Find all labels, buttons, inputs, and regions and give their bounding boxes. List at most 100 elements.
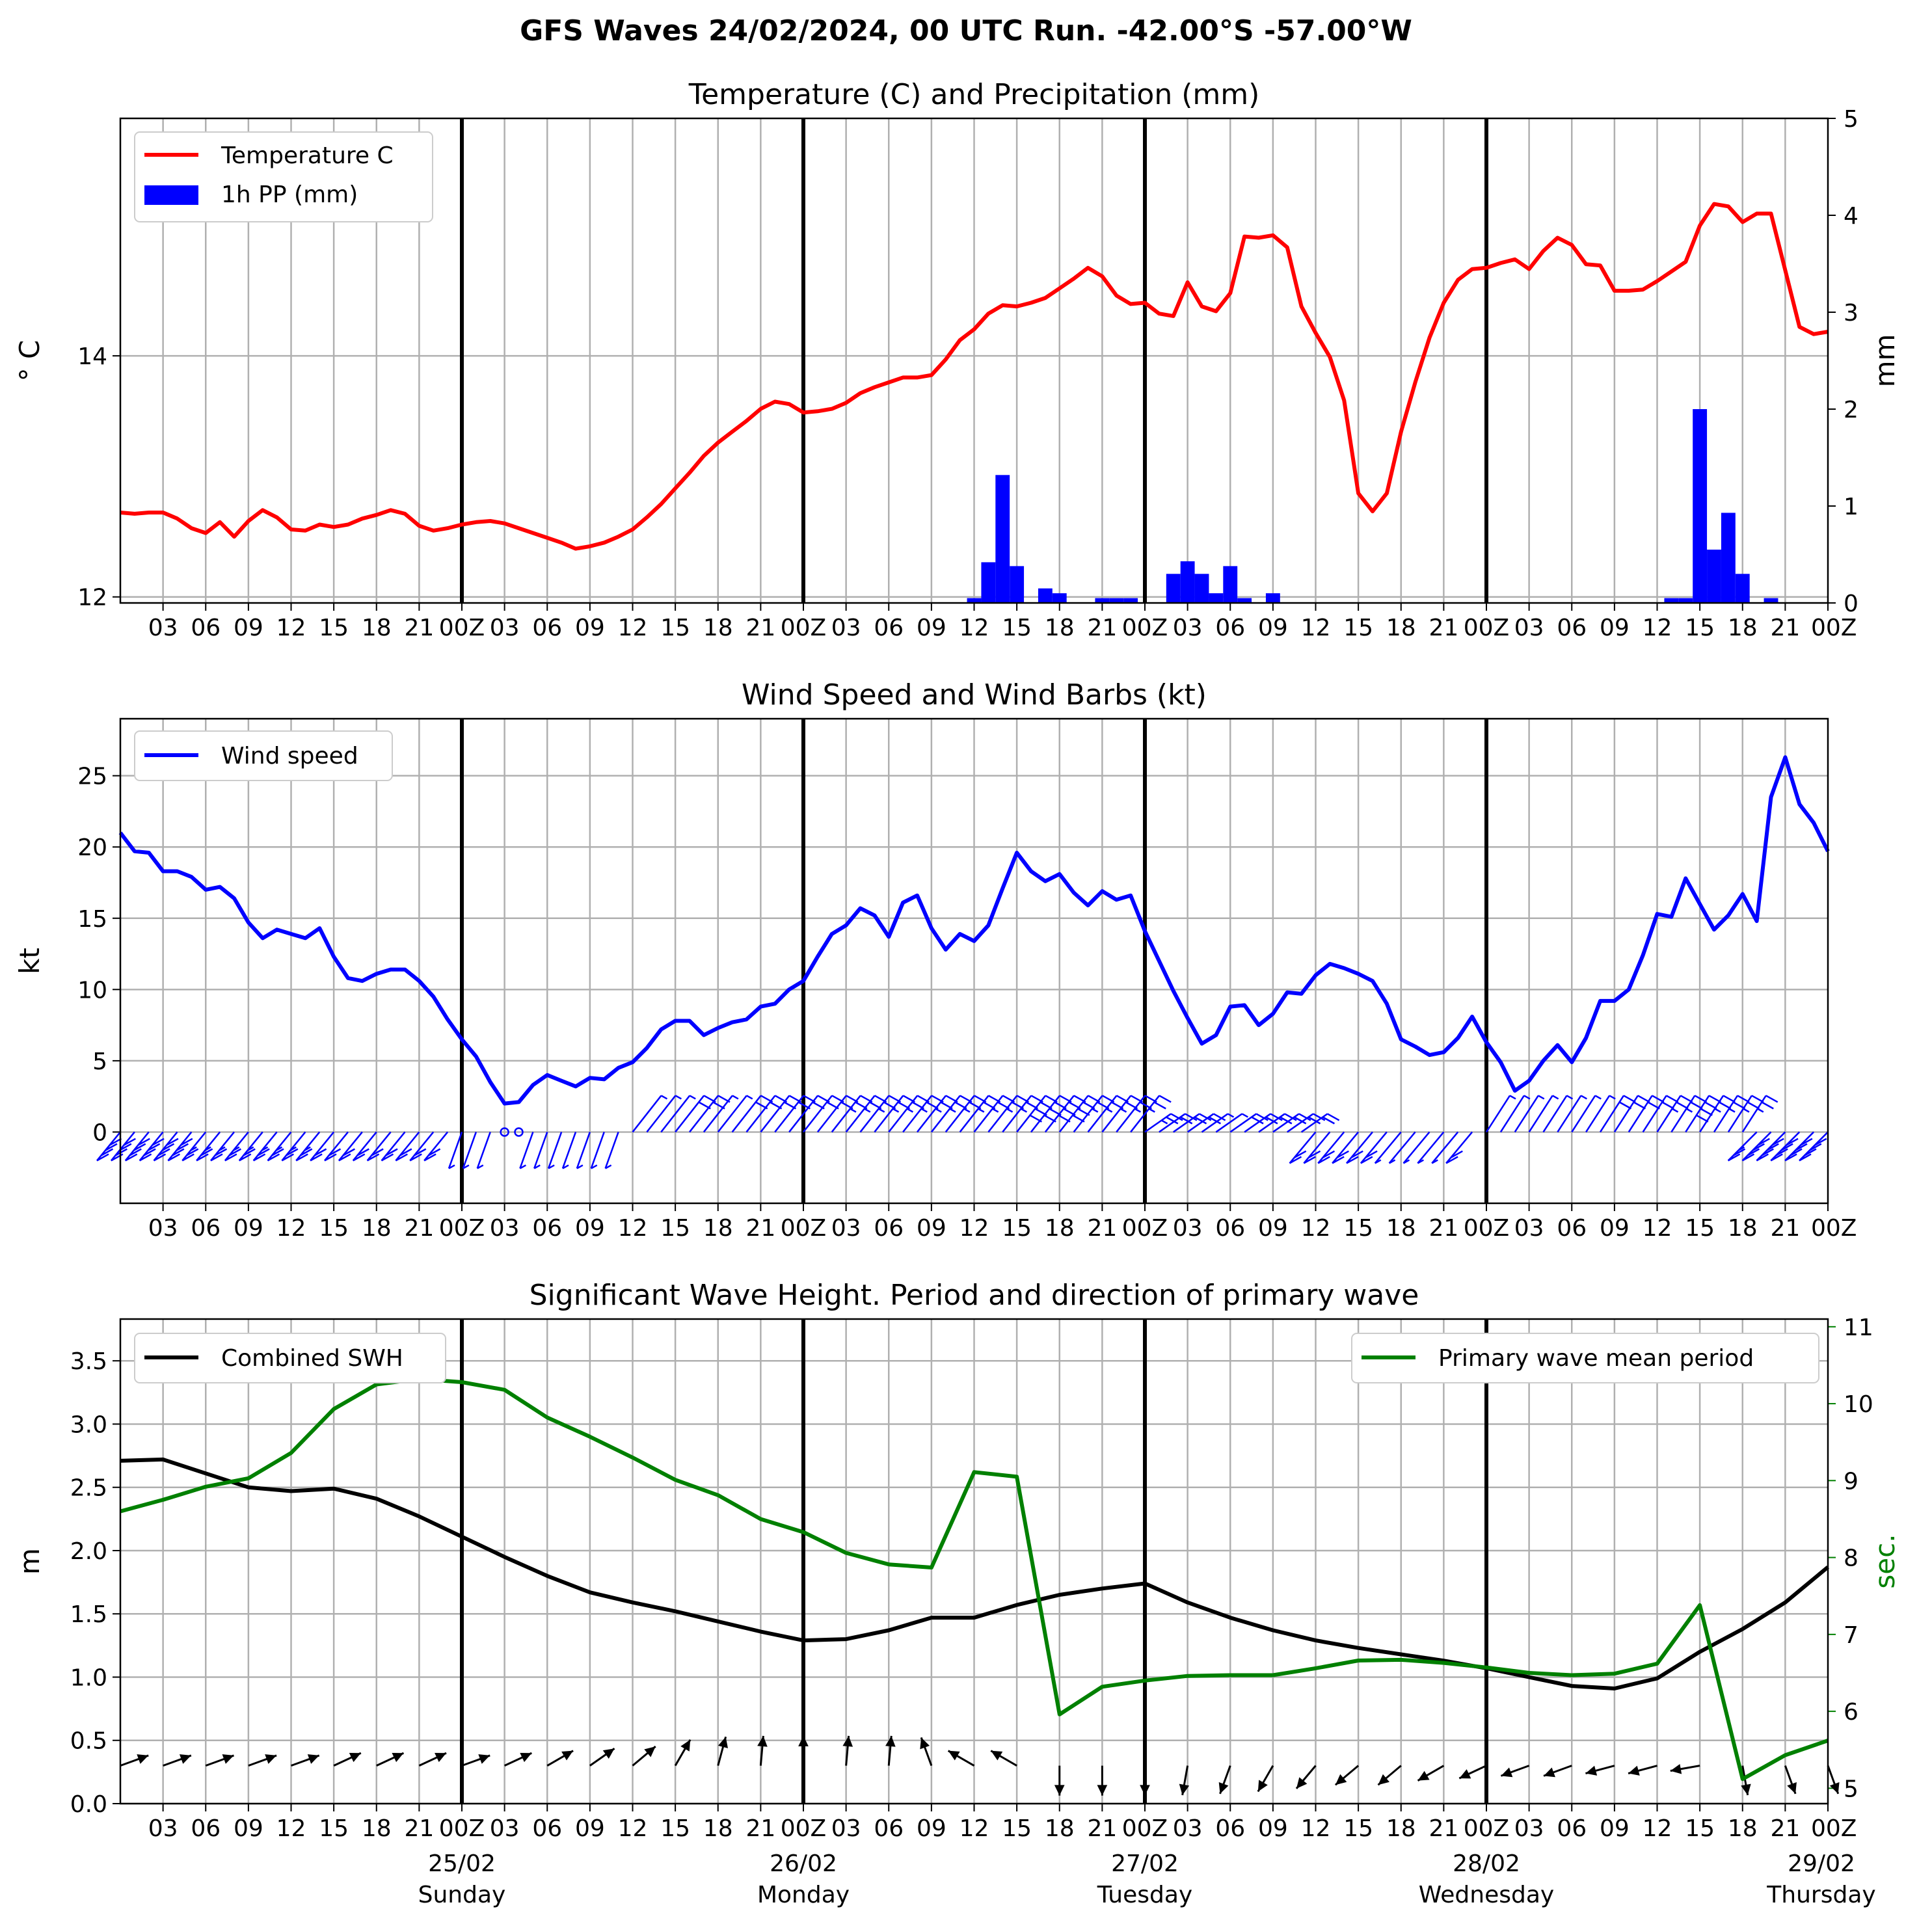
barb-flag: [675, 1095, 682, 1100]
wave-direction-arrow: [1334, 1765, 1360, 1786]
x-tick-label: 06: [1557, 615, 1587, 641]
wave-direction-arrow: [1458, 1765, 1487, 1780]
wind-barb: [632, 1095, 668, 1133]
barb-flag: [935, 1108, 942, 1113]
wind-barb: [1713, 1095, 1750, 1133]
barb-flag: [1652, 1095, 1665, 1103]
barb-flag: [1708, 1095, 1721, 1103]
wind-barb: [381, 1131, 406, 1162]
x-tick-label: 12: [1301, 615, 1331, 641]
barb-flag: [1336, 1150, 1349, 1158]
precip-bar: [967, 598, 982, 603]
wave-direction-arrow: [1377, 1765, 1402, 1786]
arrow-head: [842, 1735, 853, 1747]
y2-tick-label: 0: [1844, 591, 1858, 617]
barb-staff: [1332, 1131, 1360, 1164]
wave-direction-arrow: [947, 1750, 975, 1767]
barb-staff: [1557, 1095, 1582, 1133]
barb-flag: [1737, 1146, 1745, 1151]
barb-flag: [1732, 1148, 1746, 1156]
barb-flag: [1308, 1150, 1321, 1158]
wind-barb: [859, 1095, 902, 1133]
barb-flag: [1623, 1095, 1636, 1103]
barb-flag: [1661, 1101, 1674, 1110]
barb-flag: [261, 1146, 269, 1151]
wind-barb: [576, 1132, 591, 1169]
barb-flag: [1690, 1101, 1703, 1110]
barb-flag: [114, 1148, 127, 1156]
barb-flag: [1637, 1095, 1650, 1103]
wind-barb: [1287, 1113, 1326, 1133]
precip-bar: [995, 475, 1010, 603]
barb-staff: [167, 1131, 193, 1162]
legend-swh: Combined SWH: [134, 1333, 446, 1383]
date-label: 25/02: [428, 1850, 496, 1877]
x-tick-label: 18: [1045, 1215, 1075, 1242]
barb-staff: [1727, 1131, 1758, 1162]
wind-barb: [547, 1132, 563, 1169]
barb-staff: [448, 1132, 463, 1169]
arrow-head: [718, 1737, 729, 1748]
barb-staff: [632, 1095, 662, 1133]
barb-staff: [1585, 1095, 1611, 1133]
barb-staff: [1445, 1131, 1473, 1164]
barb-flag: [1747, 1148, 1760, 1156]
barb-flag: [1375, 1159, 1382, 1164]
barb-flag: [161, 1143, 175, 1151]
x-tick-label: 09: [234, 1215, 263, 1242]
barb-staff: [646, 1095, 677, 1133]
y2-tick-label: 8: [1844, 1545, 1858, 1572]
x-tick-label: 15: [1343, 1215, 1373, 1242]
barb-flag: [1213, 1113, 1226, 1121]
x-tick-label: 06: [191, 1215, 221, 1242]
precip-bar: [1664, 598, 1679, 603]
wind-barb: [745, 1095, 788, 1133]
wind-barb: [1130, 1095, 1172, 1133]
barb-flag: [1732, 1101, 1746, 1110]
arrow-head: [265, 1754, 277, 1764]
x-tick-label: 12: [618, 1215, 648, 1242]
y-tick-label: 3.5: [70, 1348, 107, 1375]
barb-flag: [166, 1138, 179, 1146]
barb-flag: [533, 1164, 541, 1169]
x-tick-label: 09: [917, 1215, 946, 1242]
barb-flag: [190, 1146, 197, 1151]
barb-flag: [892, 1108, 900, 1113]
barb-flag: [1766, 1143, 1779, 1151]
barb-flag: [342, 1148, 355, 1156]
barb-flag: [1694, 1095, 1707, 1103]
x-tick-label: 21: [1429, 1815, 1458, 1842]
x-tick-label: 03: [490, 615, 520, 641]
barb-staff: [703, 1095, 733, 1133]
x-tick-label: 03: [831, 1815, 861, 1842]
barb-staff: [930, 1095, 961, 1133]
barb-flag: [1751, 1095, 1764, 1103]
precip-bar: [1095, 598, 1110, 603]
arrow-head: [307, 1754, 319, 1764]
precip-bar: [1194, 574, 1209, 603]
wave-direction-arrow: [674, 1739, 691, 1767]
barb-staff: [238, 1131, 263, 1162]
barb-flag: [289, 1146, 297, 1151]
barb-staff: [774, 1095, 805, 1133]
wind-barb: [366, 1131, 392, 1162]
barb-flag: [381, 1153, 394, 1162]
x-tick-label: 06: [1215, 615, 1245, 641]
x-tick-label: 09: [575, 1815, 605, 1842]
barb-flag: [1723, 1095, 1736, 1103]
date-label: 28/02: [1453, 1850, 1520, 1877]
barb-flag: [167, 1153, 180, 1162]
legend-label-swh: Combined SWH: [221, 1345, 403, 1372]
x-tick-label: 03: [831, 1215, 861, 1242]
wind-barb: [1144, 1113, 1183, 1133]
x-tick-label: 03: [148, 615, 178, 641]
barb-flag: [271, 1148, 284, 1156]
barb-flag: [109, 1138, 122, 1146]
x-tick-label: 09: [575, 1215, 605, 1242]
arrow-head: [561, 1750, 574, 1761]
x-tick-label: 21: [1087, 615, 1117, 641]
arrow-head: [798, 1735, 809, 1746]
wind-barb: [1741, 1131, 1772, 1162]
x-tick-label: 21: [1087, 1815, 1117, 1842]
barb-staff: [717, 1095, 747, 1133]
